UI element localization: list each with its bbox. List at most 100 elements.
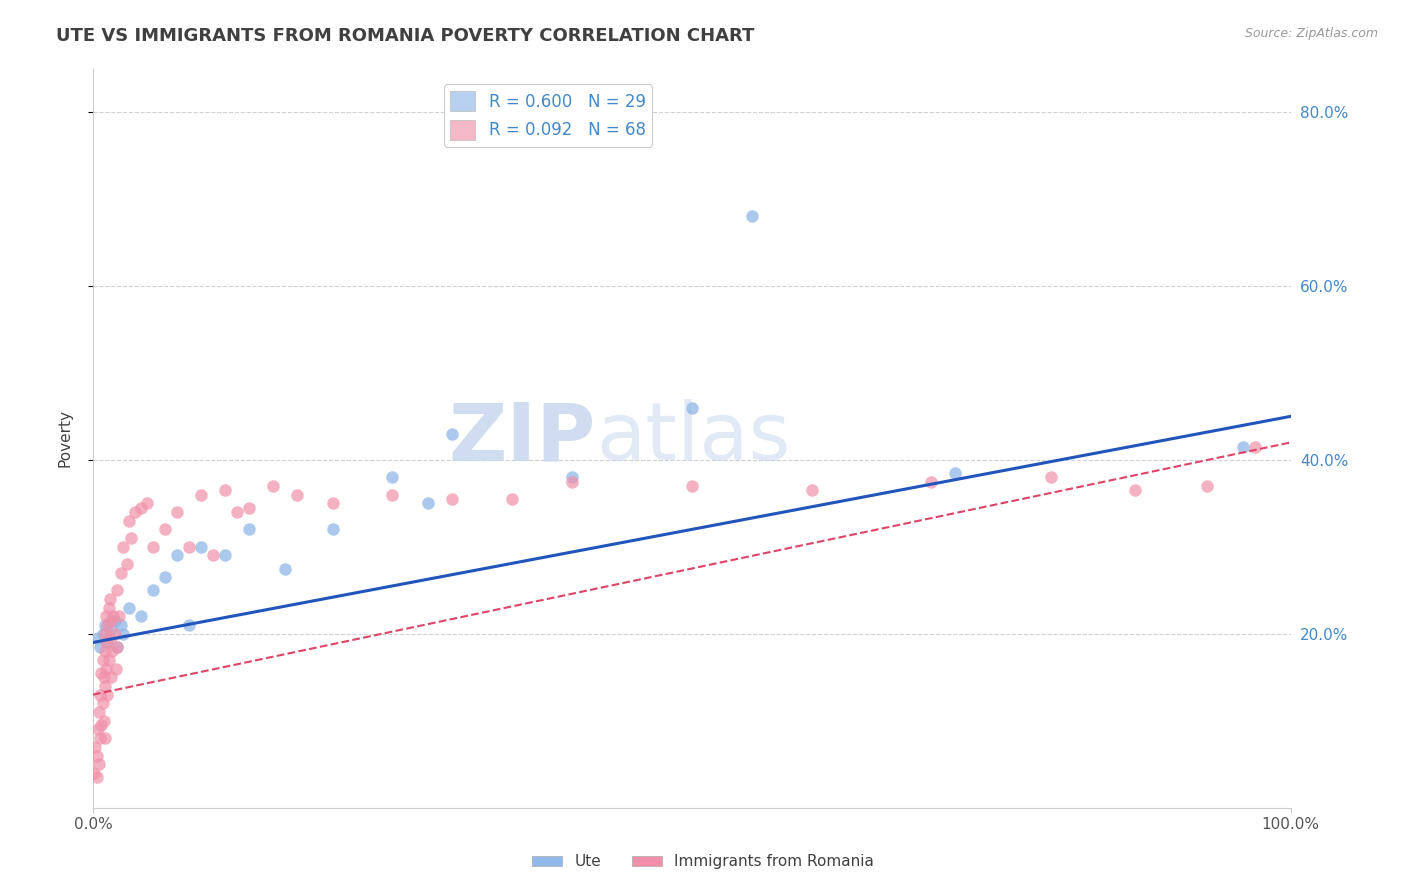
Point [96,618,118,632]
Point [115,558,138,572]
Point [89,731,111,745]
Point [105,640,128,654]
Point [142,583,165,598]
Point [87,705,110,719]
Point [89,688,111,702]
Point [111,626,134,640]
Point [100,614,122,628]
Point [103,614,125,628]
Point [84,739,107,754]
Point [273,561,295,575]
Point [91,696,114,710]
Legend: R = 0.600   N = 29, R = 0.092   N = 68: R = 0.600 N = 29, R = 0.092 N = 68 [444,84,652,146]
Point [943,466,966,480]
Point [91,626,114,640]
Point [94,679,117,693]
Point [96,661,118,675]
Point [86,770,108,784]
Point [561,470,583,484]
Y-axis label: Poverty: Poverty [58,409,72,467]
Point [120,531,142,545]
Point [108,609,131,624]
Point [90,718,112,732]
Point [129,500,152,515]
Point [98,591,121,606]
Point [1232,440,1254,454]
Text: atlas: atlas [596,399,790,477]
Point [214,549,236,563]
Point [83,765,105,780]
Point [93,670,115,684]
Point [381,470,404,484]
Point [96,609,118,624]
Point [177,540,200,554]
Point [87,631,110,645]
Point [681,479,703,493]
Point [105,583,128,598]
Point [166,505,188,519]
Point [118,514,141,528]
Point [100,670,122,684]
Point [87,723,110,737]
Point [1123,483,1146,498]
Point [741,210,763,224]
Point [103,609,125,624]
Point [94,731,117,745]
Point [93,714,115,728]
Point [501,491,523,506]
Point [1195,479,1218,493]
Point [87,757,110,772]
Point [96,635,118,649]
Point [190,488,212,502]
Point [103,626,125,640]
Point [441,491,464,506]
Point [201,549,224,563]
Point [238,500,260,515]
Point [89,640,111,654]
Point [561,475,583,489]
Point [110,618,132,632]
Point [322,496,344,510]
Point [94,626,117,640]
Text: UTE VS IMMIGRANTS FROM ROMANIA POVERTY CORRELATION CHART: UTE VS IMMIGRANTS FROM ROMANIA POVERTY C… [56,27,755,45]
Point [94,618,117,632]
Text: ZIP: ZIP [449,399,596,477]
Point [1243,440,1265,454]
Point [96,635,118,649]
Point [110,566,132,580]
Point [124,505,146,519]
Point [920,475,942,489]
Point [322,523,344,537]
Point [166,549,188,563]
Point [129,609,152,624]
Point [142,540,165,554]
Point [90,665,112,680]
Point [97,653,120,667]
Point [262,479,284,493]
Point [153,570,176,584]
Point [105,640,128,654]
Point [111,540,134,554]
Point [98,631,121,645]
Point [135,496,157,510]
Point [214,483,236,498]
Point [91,653,114,667]
Point [800,483,823,498]
Point [225,505,247,519]
Point [381,488,404,502]
Point [441,426,464,441]
Point [118,600,141,615]
Point [681,401,703,415]
Point [97,600,120,615]
Point [100,623,122,637]
Point [96,688,118,702]
Point [238,523,260,537]
Point [94,644,117,658]
Point [104,661,127,675]
Legend: Ute, Immigrants from Romania: Ute, Immigrants from Romania [526,848,880,875]
Point [177,618,200,632]
Point [190,540,212,554]
Point [86,748,108,763]
Point [1040,470,1063,484]
Point [101,644,124,658]
